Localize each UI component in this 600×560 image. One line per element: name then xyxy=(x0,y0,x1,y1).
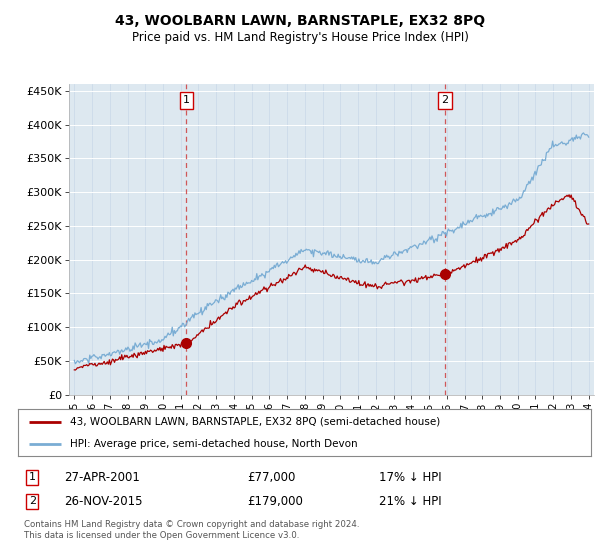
Text: HPI: Average price, semi-detached house, North Devon: HPI: Average price, semi-detached house,… xyxy=(70,438,357,449)
Text: Contains HM Land Registry data © Crown copyright and database right 2024.
This d: Contains HM Land Registry data © Crown c… xyxy=(24,520,359,540)
Text: 43, WOOLBARN LAWN, BARNSTAPLE, EX32 8PQ (semi-detached house): 43, WOOLBARN LAWN, BARNSTAPLE, EX32 8PQ … xyxy=(70,417,440,427)
Text: 2: 2 xyxy=(442,95,449,105)
Text: 1: 1 xyxy=(183,95,190,105)
Text: 21% ↓ HPI: 21% ↓ HPI xyxy=(379,495,442,508)
Text: £179,000: £179,000 xyxy=(247,495,303,508)
Text: 43, WOOLBARN LAWN, BARNSTAPLE, EX32 8PQ: 43, WOOLBARN LAWN, BARNSTAPLE, EX32 8PQ xyxy=(115,14,485,28)
Text: 27-APR-2001: 27-APR-2001 xyxy=(64,470,140,484)
Text: 26-NOV-2015: 26-NOV-2015 xyxy=(64,495,142,508)
Text: 2: 2 xyxy=(29,496,36,506)
Text: £77,000: £77,000 xyxy=(247,470,296,484)
Text: 17% ↓ HPI: 17% ↓ HPI xyxy=(379,470,442,484)
Text: 1: 1 xyxy=(29,472,36,482)
Text: Price paid vs. HM Land Registry's House Price Index (HPI): Price paid vs. HM Land Registry's House … xyxy=(131,31,469,44)
